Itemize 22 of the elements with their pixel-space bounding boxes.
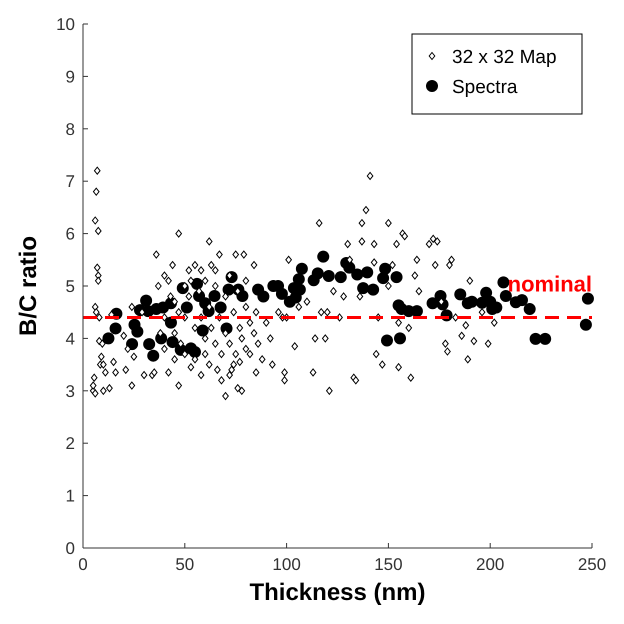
y-tick-label: 6 — [66, 224, 75, 244]
y-tick-label: 4 — [66, 329, 75, 348]
x-tick-label: 150 — [374, 555, 403, 574]
y-tick-label: 2 — [66, 434, 75, 454]
x-tick-label: 0 — [78, 555, 88, 574]
y-tick-label: 1 — [66, 486, 75, 506]
y-tick-label: 10 — [56, 15, 75, 34]
y-tick-label: 9 — [66, 67, 75, 86]
x-tick-label: 200 — [476, 555, 504, 574]
legend-label: 32 x 32 Map — [452, 47, 557, 68]
x-tick-label: 50 — [175, 555, 194, 574]
y-tick-label: 7 — [66, 172, 75, 192]
y-tick-label: 8 — [66, 120, 75, 139]
y-tick-label: 3 — [66, 382, 75, 401]
y-tick-label: 5 — [66, 277, 75, 296]
x-axis-title: Thickness (nm) — [249, 579, 426, 606]
x-tick-label: 250 — [578, 555, 606, 574]
x-tick-label: 100 — [272, 555, 301, 574]
y-tick-label: 0 — [66, 539, 75, 558]
ref-line-label: nominal — [508, 271, 592, 296]
y-axis-title: B/C ratio — [15, 236, 42, 336]
legend-label: Spectra — [452, 77, 518, 98]
